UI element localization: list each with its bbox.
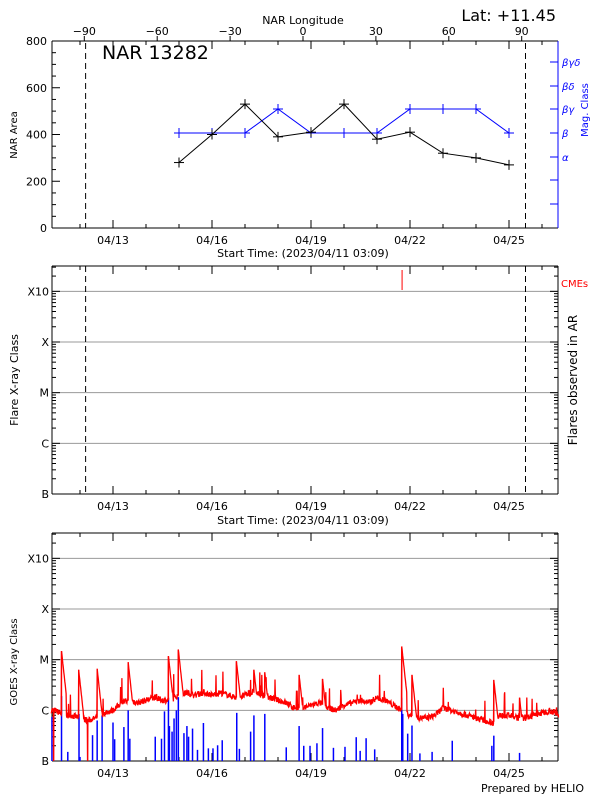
x-tick-label: 04/22	[394, 234, 426, 247]
mag-tick-label: βδ	[561, 82, 575, 93]
mag-tick-label: β	[561, 129, 569, 140]
flares-ylabel: Flare X-ray Class	[8, 334, 21, 426]
longitude-axis-title: NAR Longitude	[262, 14, 344, 27]
lon-tick-label: 0	[300, 25, 307, 38]
mag-tick-label: βγδ	[561, 58, 580, 69]
lon-tick-label: 30	[369, 25, 383, 38]
y-tick-label: 0	[40, 222, 47, 235]
x-tick-label: 04/19	[295, 500, 327, 513]
cme-label: CMEs	[561, 279, 588, 290]
lon-tick-label: 90	[515, 25, 529, 38]
flares-xlabel: Start Time: (2023/04/11 03:09)	[217, 514, 389, 527]
y-tick-label: 600	[26, 82, 47, 95]
mag-class-label: Mag. Class	[580, 83, 591, 137]
mag-tick-label: βγ	[561, 105, 575, 116]
x-tick-label: 04/25	[493, 500, 525, 513]
mag-tick-label: α	[562, 153, 569, 164]
x-tick-label: 04/25	[493, 767, 525, 780]
y-tick-label: 200	[26, 175, 47, 188]
x-tick-label: 04/16	[196, 767, 228, 780]
x-tick-label: 04/19	[295, 767, 327, 780]
flares-y-tick-label: M	[40, 387, 50, 400]
x-tick-label: 04/13	[97, 767, 129, 780]
goes-y-tick-label: M	[40, 654, 50, 667]
nar-xlabel: Start Time: (2023/04/11 03:09)	[217, 247, 389, 260]
x-tick-label: 04/16	[196, 234, 228, 247]
flares-y-tick-label: B	[41, 488, 49, 501]
lon-tick-label: 60	[442, 25, 456, 38]
x-tick-label: 04/22	[394, 500, 426, 513]
lon-tick-label: −60	[146, 25, 169, 38]
x-tick-label: 04/16	[196, 500, 228, 513]
latitude-label: Lat: +11.45	[461, 6, 556, 25]
y-tick-label: 400	[26, 129, 47, 142]
x-tick-label: 04/22	[394, 767, 426, 780]
goes-flux-line	[50, 646, 560, 762]
region-label: NAR 13282	[102, 42, 209, 64]
goes-y-tick-label: C	[41, 704, 49, 717]
flares-y-tick-label: X	[41, 336, 49, 349]
x-tick-label: 04/25	[493, 234, 525, 247]
nar-ylabel: NAR Area	[9, 111, 20, 158]
lon-tick-label: −30	[218, 25, 241, 38]
footer-label: Prepared by HELIO	[481, 782, 584, 795]
flares-y-tick-label: X10	[27, 285, 49, 298]
goes-y-tick-label: X10	[27, 552, 49, 565]
flares-y2label: Flares observed in AR	[566, 315, 580, 445]
lon-tick-label: −90	[73, 25, 96, 38]
x-tick-label: 04/13	[97, 234, 129, 247]
y-tick-label: 800	[26, 35, 47, 48]
goes-ylabel: GOES X-ray Class	[9, 618, 20, 705]
goes-y-tick-label: B	[41, 755, 49, 768]
x-tick-label: 04/13	[97, 500, 129, 513]
flares-y-tick-label: C	[41, 437, 49, 450]
x-tick-label: 04/19	[295, 234, 327, 247]
goes-y-tick-label: X	[41, 603, 49, 616]
